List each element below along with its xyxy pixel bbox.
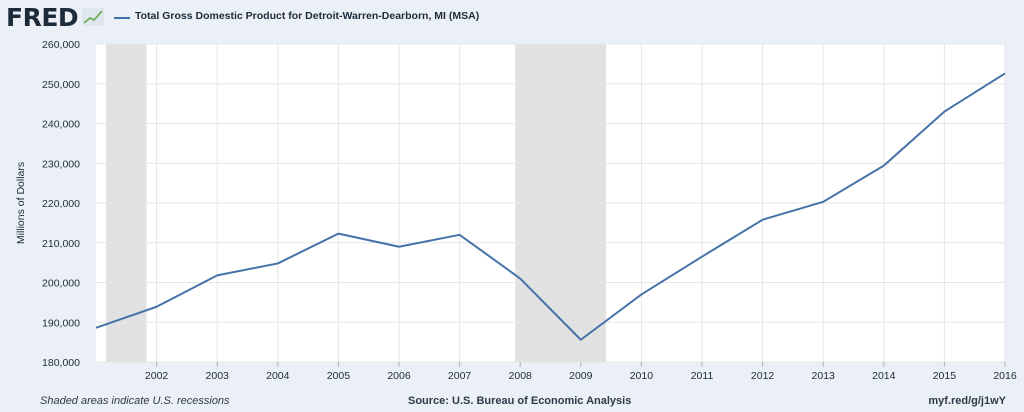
y-tick-label: 210,000: [42, 238, 80, 250]
x-tick-label: 2013: [812, 370, 836, 382]
y-tick-label: 220,000: [42, 198, 80, 210]
x-tick-label: 2002: [145, 370, 169, 382]
legend-swatch: [114, 17, 130, 19]
grid-lines: [96, 43, 1006, 363]
y-tick-label: 260,000: [42, 39, 80, 51]
x-tick-label: 2014: [872, 370, 896, 382]
x-axis-ticks: 2002 2003 2004 2005 2006 2007 2008 2009 2010 2011…: [145, 362, 1017, 382]
y-tick-label: 230,000: [42, 158, 80, 170]
series-lines: [95, 72, 1006, 341]
series-line-0: [95, 72, 1006, 341]
chart-header: FRED Total Gross Domestic Product for De…: [0, 0, 1024, 36]
source-credit: Source: U.S. Bureau of Economic Analysis: [408, 395, 632, 407]
y-tick-label: 240,000: [42, 119, 80, 131]
y-tick-label: 250,000: [42, 79, 80, 91]
x-tick-label: 2012: [751, 370, 775, 382]
legend-label: Total Gross Domestic Product for Detroit…: [135, 10, 480, 22]
x-tick-label: 2015: [933, 370, 957, 382]
x-tick-label: 2004: [266, 370, 290, 382]
x-tick-label: 2005: [327, 370, 351, 382]
x-tick-label: 2016: [993, 370, 1017, 382]
x-tick-label: 2008: [509, 370, 533, 382]
y-tick-label: 190,000: [42, 317, 80, 329]
fred-logo: FRED: [6, 3, 79, 32]
y-axis-label: Millions of Dollars: [15, 162, 27, 244]
y-axis-ticks: 180,000 190,000 200,000 210,000 220,000 230,0…: [42, 39, 80, 369]
short-link[interactable]: myf.red/g/j1wY: [928, 395, 1006, 407]
x-tick-label: 2003: [206, 370, 230, 382]
y-tick-label: 180,000: [42, 357, 80, 369]
x-tick-label: 2011: [691, 370, 714, 382]
recession-note: Shaded areas indicate U.S. recessions: [40, 395, 230, 407]
chart-footer: Shaded areas indicate U.S. recessions So…: [0, 393, 1024, 411]
x-tick-label: 2007: [448, 370, 472, 382]
y-tick-label: 200,000: [42, 278, 80, 290]
x-tick-label: 2009: [569, 370, 593, 382]
x-tick-label: 2006: [387, 370, 411, 382]
x-tick-label: 2010: [630, 370, 654, 382]
fred-chart-icon: [82, 8, 104, 26]
